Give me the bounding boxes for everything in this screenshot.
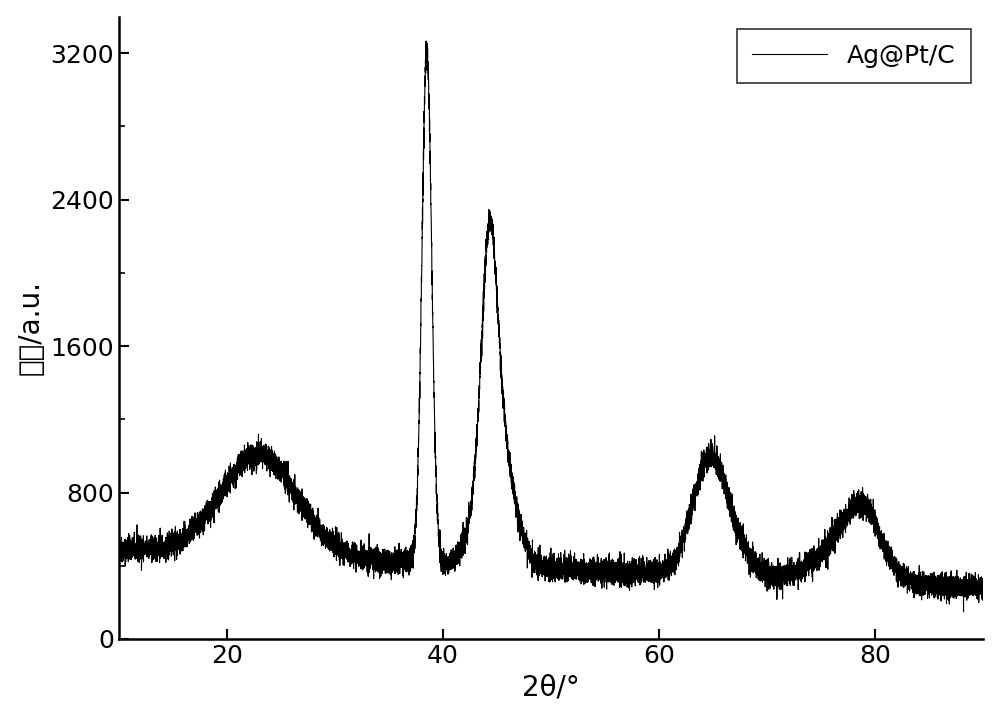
Ag@Pt/C bbox=[282, 477, 294, 486]
Ag@Pt/C bbox=[536, 557, 548, 566]
Y-axis label: 强度/a.u.: 强度/a.u. bbox=[17, 280, 45, 376]
Ag@Pt/C bbox=[165, 544, 177, 552]
Ag@Pt/C bbox=[117, 549, 129, 558]
Ag@Pt/C bbox=[958, 607, 970, 616]
Legend: Ag@Pt/C: Ag@Pt/C bbox=[737, 29, 971, 83]
Ag@Pt/C bbox=[149, 542, 161, 551]
Ag@Pt/C bbox=[113, 541, 125, 550]
Ag@Pt/C bbox=[932, 579, 944, 587]
X-axis label: 2θ/°: 2θ/° bbox=[522, 673, 580, 701]
Line: Ag@Pt/C: Ag@Pt/C bbox=[119, 41, 983, 612]
Ag@Pt/C bbox=[420, 37, 432, 45]
Ag@Pt/C bbox=[977, 579, 989, 588]
